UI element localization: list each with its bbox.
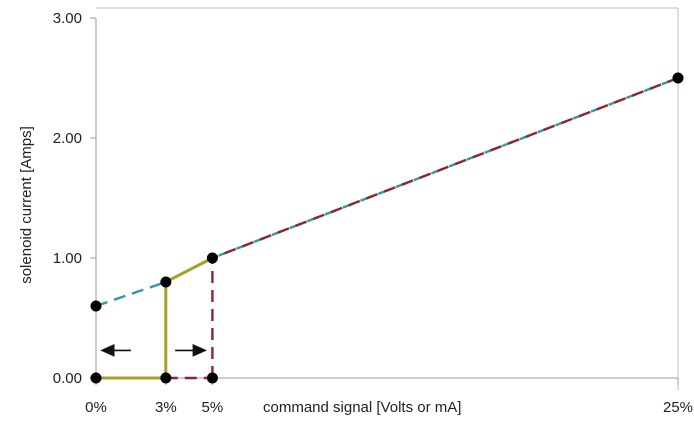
series-layer	[95, 76, 679, 380]
y-tick-label-0: 0.00	[53, 370, 82, 387]
axes: 0.00 1.00 2.00 3.00 0% 3% 5% 25%	[53, 7, 693, 416]
y-tick-label-3: 3.00	[53, 10, 82, 27]
y-axis-title: solenoid current [Amps]	[18, 126, 35, 284]
x-tick-label-3: 25%	[663, 399, 693, 416]
data-points	[90, 72, 684, 384]
data-point-0	[90, 372, 102, 384]
y-tick-label-2: 2.00	[53, 130, 82, 147]
y-ticks: 0.00 1.00 2.00 3.00	[53, 10, 96, 387]
data-point-5	[206, 252, 218, 264]
data-point-3	[90, 300, 102, 312]
x-tick-label-0: 0%	[85, 399, 107, 416]
data-point-2	[206, 372, 218, 384]
x-tick-label-1: 3%	[155, 399, 177, 416]
y-tick-label-1: 1.00	[53, 250, 82, 267]
x-axis-title: command signal [Volts or mA]	[263, 399, 461, 416]
data-point-1	[160, 372, 172, 384]
data-point-4	[160, 276, 172, 288]
data-point-6	[672, 72, 684, 84]
series-line-1	[211, 76, 679, 378]
x-tick-label-2: 5%	[202, 399, 224, 416]
series-line-2	[96, 256, 214, 380]
